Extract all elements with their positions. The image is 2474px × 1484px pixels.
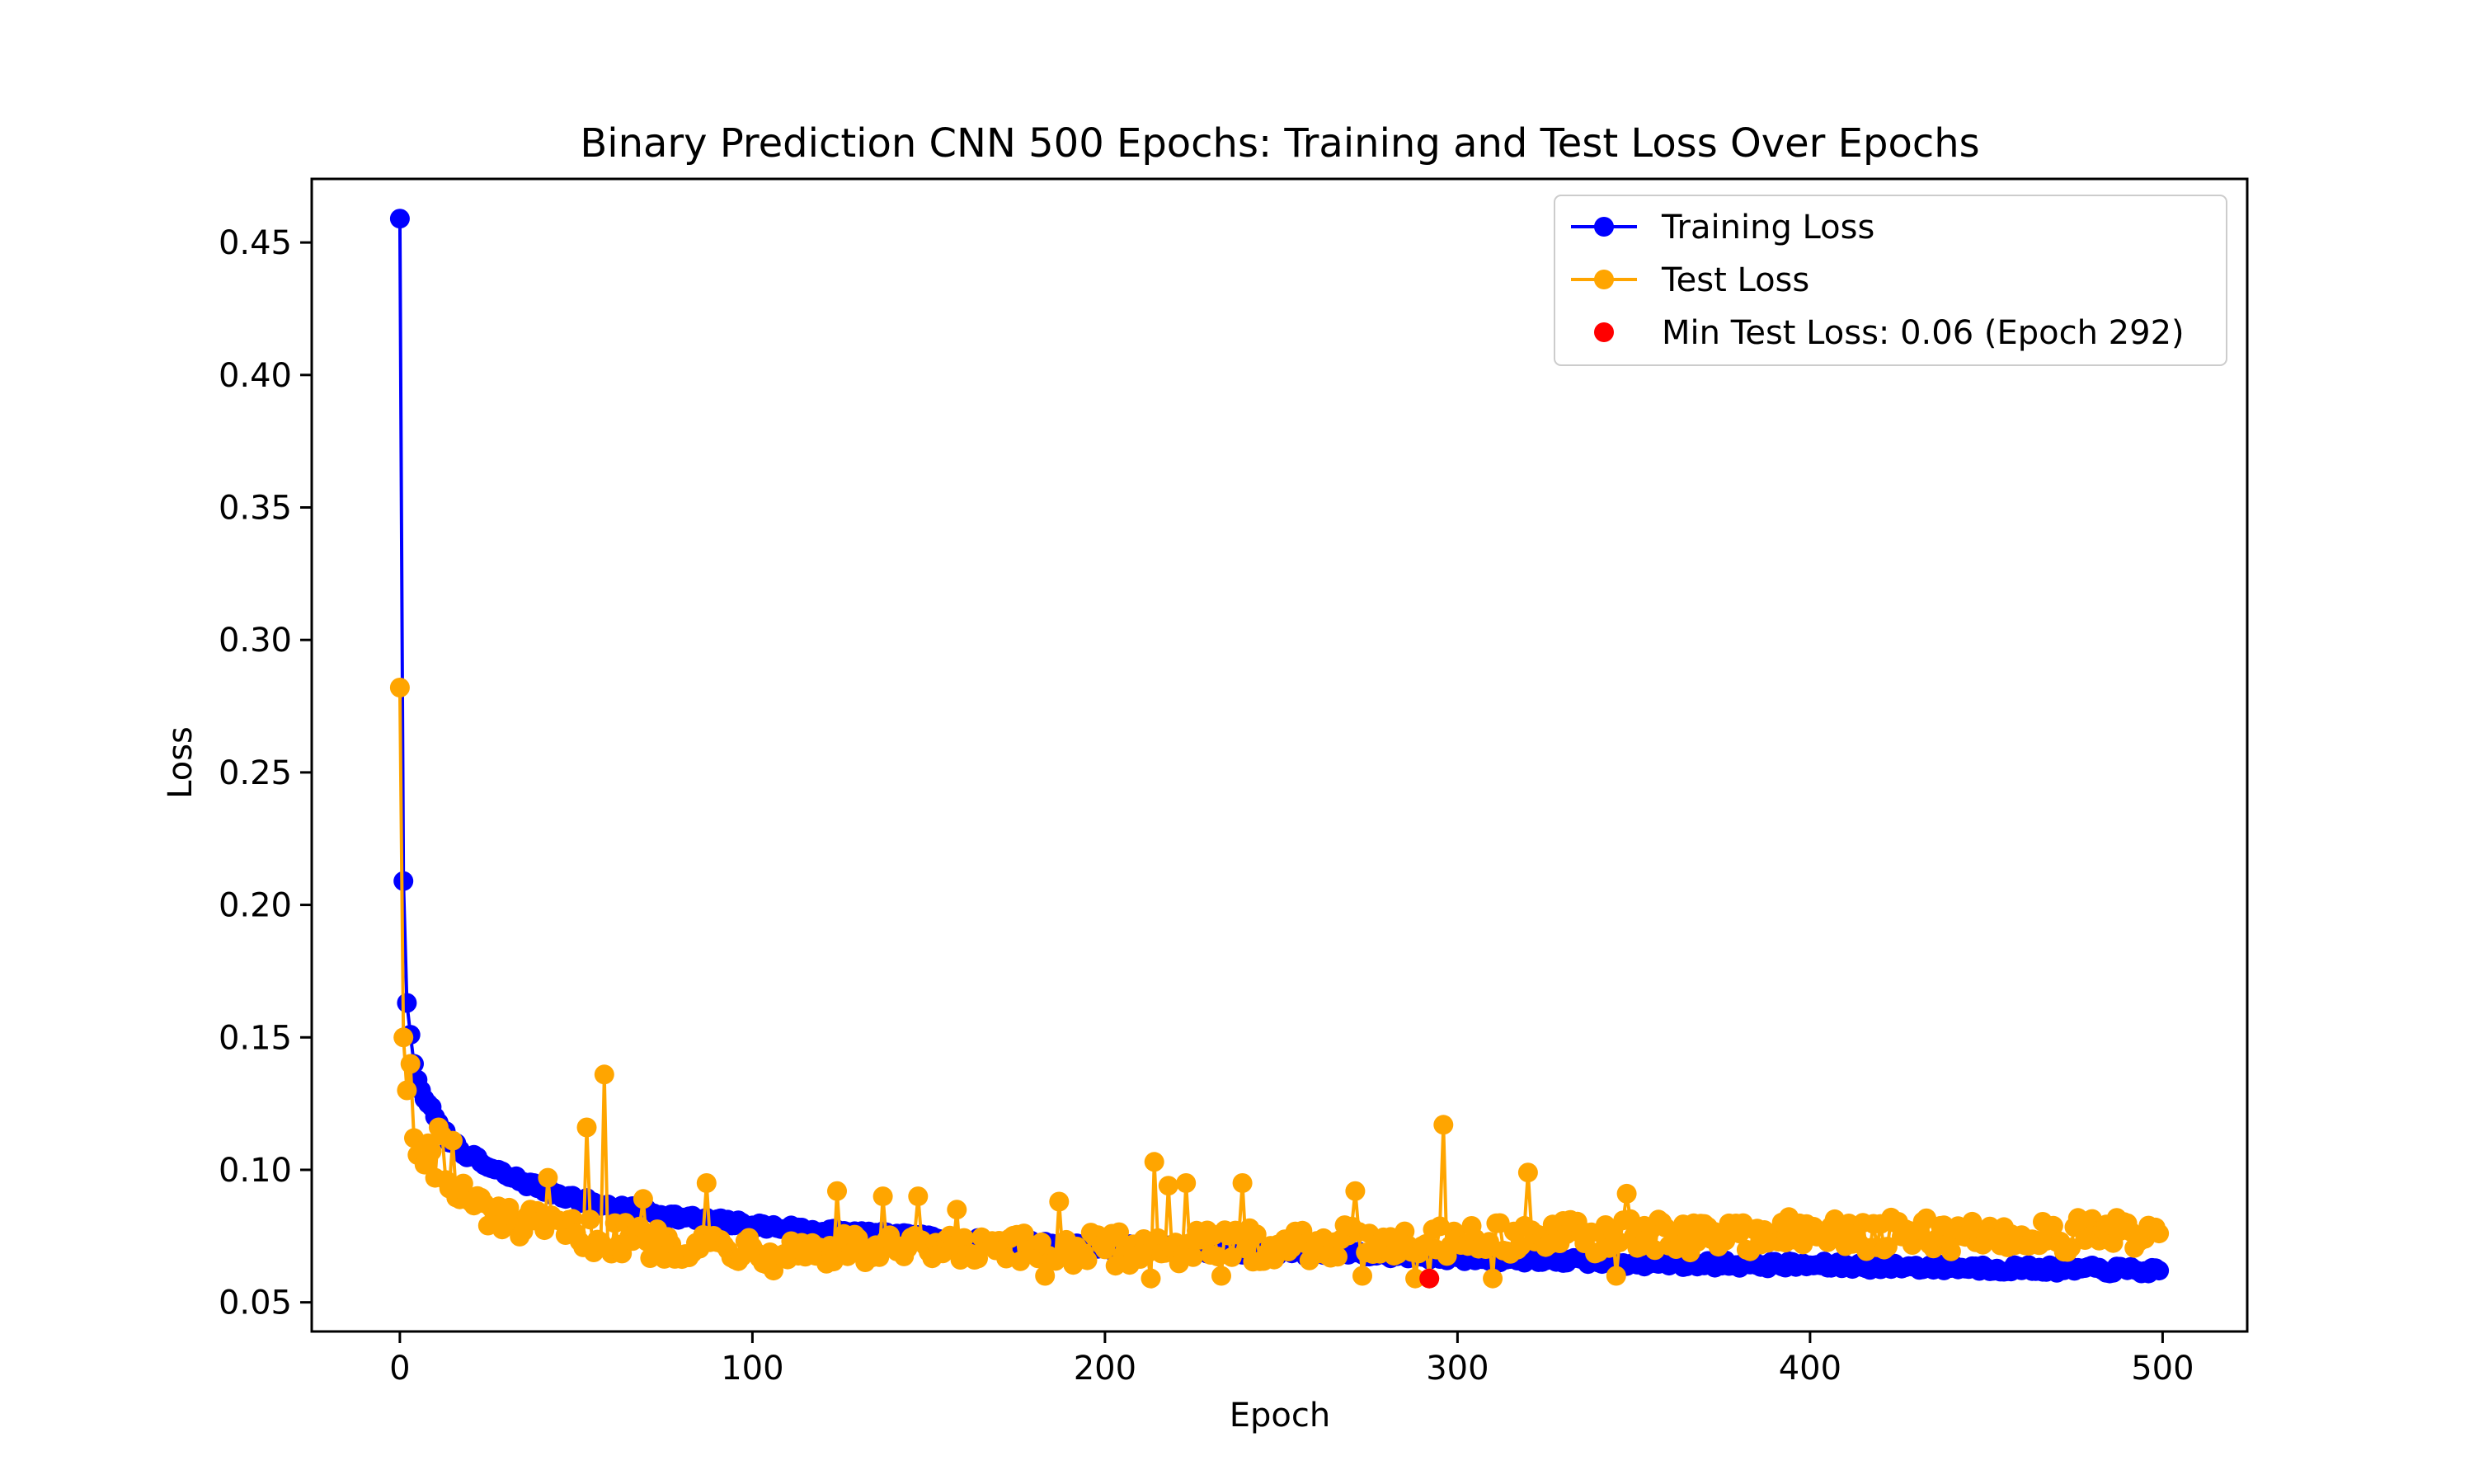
x-tick-label: 100	[721, 1350, 783, 1388]
y-axis-label: Loss	[162, 726, 200, 799]
data-point	[400, 1054, 421, 1074]
data-point	[1616, 1183, 1637, 1204]
data-point	[629, 1216, 650, 1237]
legend-swatch-marker	[1594, 217, 1614, 237]
x-tick-label: 300	[1426, 1350, 1489, 1388]
data-point	[1144, 1152, 1164, 1172]
legend-entry-test-loss: Test Loss	[1571, 261, 1809, 299]
data-point	[953, 1228, 974, 1248]
data-point	[869, 1247, 890, 1267]
data-point	[1183, 1247, 1203, 1267]
legend-frame	[1554, 195, 2227, 366]
y-tick-label: 0.05	[219, 1284, 292, 1322]
min-test-loss-marker	[1419, 1268, 1440, 1289]
data-point	[1141, 1268, 1161, 1289]
data-point	[594, 1064, 614, 1085]
data-point	[1158, 1176, 1178, 1196]
data-point	[1176, 1173, 1197, 1193]
legend-entry-training-loss: Training Loss	[1571, 209, 1874, 247]
data-point	[538, 1167, 558, 1188]
legend-swatch-marker	[1594, 270, 1614, 289]
data-point	[1606, 1266, 1626, 1286]
x-tick-label: 500	[2131, 1350, 2194, 1388]
data-point	[1433, 1115, 1454, 1135]
series-layer	[389, 209, 2170, 1289]
data-point	[1479, 1232, 1499, 1252]
data-point	[1148, 1228, 1168, 1248]
data-point	[1352, 1266, 1372, 1286]
y-tick-label: 0.20	[219, 887, 292, 925]
y-tick-label: 0.40	[219, 357, 292, 395]
legend-swatch-marker	[1594, 322, 1614, 342]
data-point	[1405, 1268, 1426, 1289]
y-tick-label: 0.15	[219, 1019, 292, 1057]
data-point	[389, 209, 410, 229]
data-point	[580, 1209, 600, 1230]
data-point	[947, 1200, 967, 1220]
x-tick-label: 200	[1074, 1350, 1136, 1388]
y-tick-label: 0.30	[219, 622, 292, 660]
data-point	[397, 993, 417, 1013]
data-point	[827, 1181, 847, 1201]
data-point	[1137, 1243, 1158, 1264]
data-point	[1517, 1162, 1538, 1183]
legend-label: Min Test Loss: 0.06 (Epoch 292)	[1662, 314, 2185, 352]
legend-entry-min-test-loss-0-06-epoch-292: Min Test Loss: 0.06 (Epoch 292)	[1594, 314, 2185, 352]
axes-layer: 0 100 200 300 400 500 0.05 0.10 0.15 0.20 0.25 0.30…	[219, 177, 2249, 1388]
legend-label: Training Loss	[1661, 209, 1874, 247]
data-point	[421, 1141, 442, 1162]
y-tick-label: 0.35	[219, 490, 292, 528]
data-point	[2149, 1223, 2170, 1244]
data-point	[696, 1173, 717, 1193]
data-point	[1940, 1241, 1961, 1261]
legend-label: Test Loss	[1661, 261, 1809, 299]
data-point	[1077, 1250, 1098, 1270]
data-point	[1962, 1211, 1982, 1232]
data-point	[397, 1080, 417, 1101]
data-point	[1207, 1247, 1228, 1267]
data-point	[576, 1117, 597, 1138]
series-test-loss	[389, 678, 2170, 1289]
y-tick-label: 0.25	[219, 754, 292, 792]
data-point	[1246, 1224, 1267, 1245]
x-tick-label: 400	[1779, 1350, 1841, 1388]
data-point	[1345, 1181, 1366, 1201]
data-point	[872, 1186, 893, 1207]
data-point	[389, 678, 410, 697]
legend: Training Loss Test Loss Min Test Loss: 0.0…	[1554, 195, 2227, 366]
data-point	[443, 1130, 463, 1151]
data-point	[1035, 1266, 1056, 1286]
data-point	[1049, 1191, 1070, 1212]
data-point	[1211, 1266, 1231, 1286]
plot-frame	[310, 177, 2249, 1333]
data-point	[1328, 1247, 1348, 1267]
data-point	[633, 1189, 653, 1209]
data-point	[393, 1027, 414, 1048]
data-point	[908, 1186, 929, 1207]
data-point	[1483, 1268, 1503, 1289]
x-axis-label: Epoch	[1230, 1397, 1330, 1435]
data-point	[2149, 1261, 2170, 1281]
y-tick-label: 0.45	[219, 224, 292, 262]
chart-title: Binary Prediction CNN 500 Epochs: Traini…	[580, 120, 1979, 167]
y-tick-label: 0.10	[219, 1152, 292, 1190]
data-point	[1232, 1173, 1253, 1193]
data-point	[2043, 1215, 2063, 1236]
data-point	[1877, 1237, 1898, 1257]
x-tick-label: 0	[389, 1350, 410, 1388]
